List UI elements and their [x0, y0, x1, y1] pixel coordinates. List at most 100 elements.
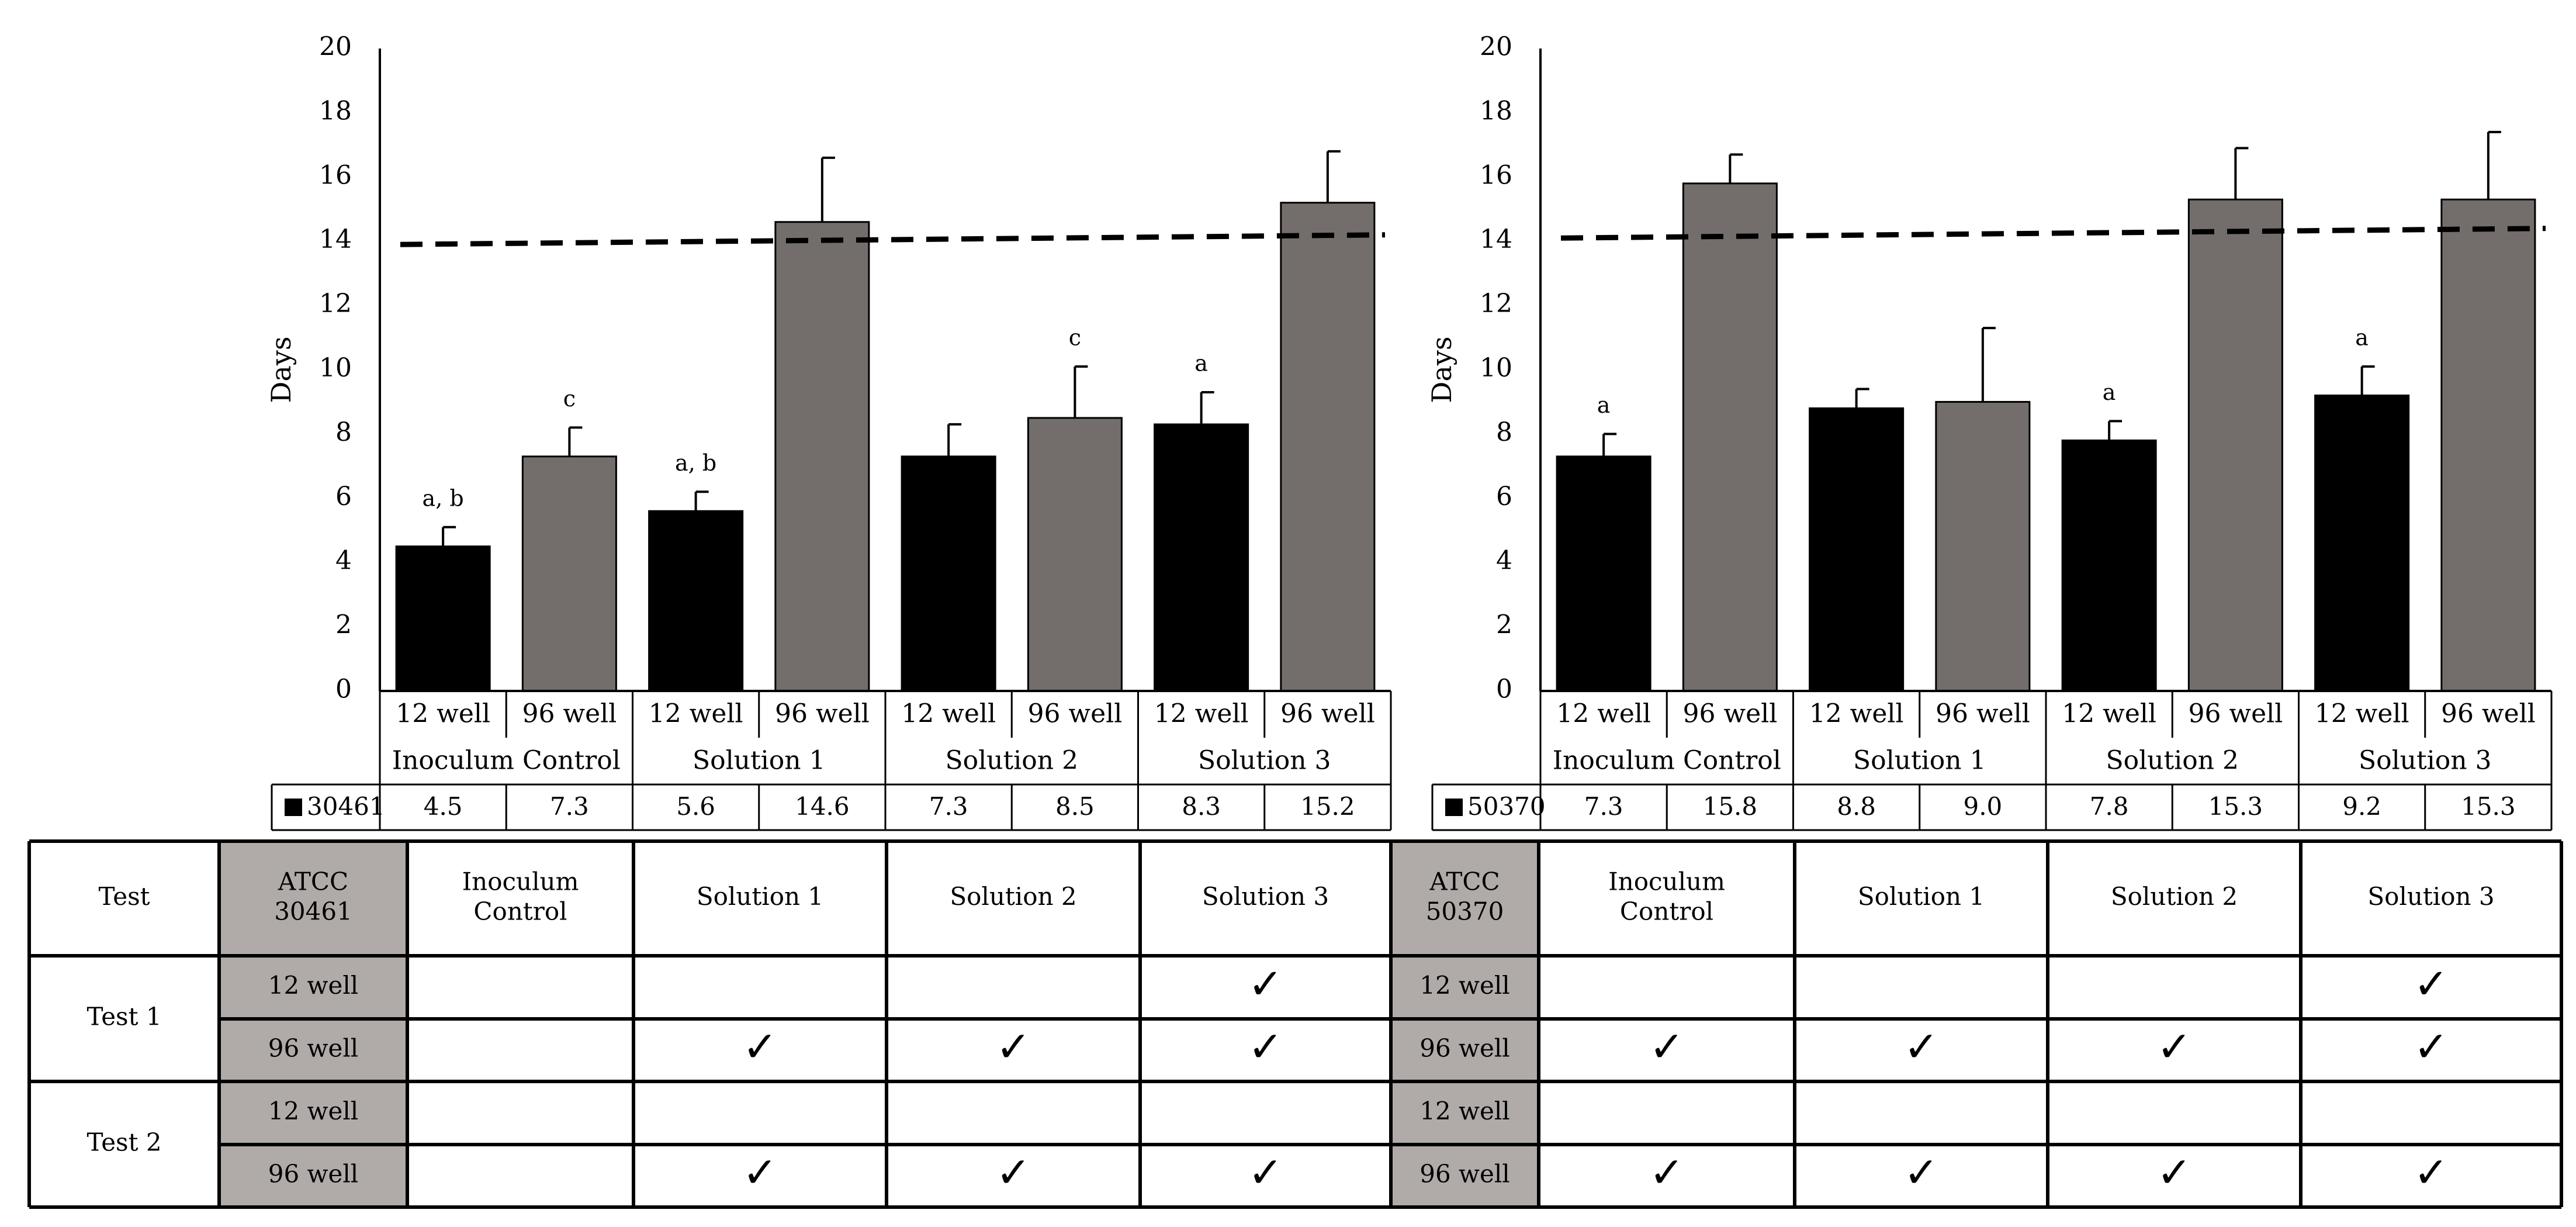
strain-header-line: ATCC: [278, 867, 348, 896]
condition-header: Solution 2: [2111, 882, 2238, 911]
data-value-label: 15.2: [1300, 792, 1355, 821]
checkmark-icon: ✓: [742, 1148, 777, 1197]
data-value-label: 9.0: [1963, 792, 2002, 821]
category-label: 96 well: [1682, 699, 1777, 729]
condition-header: Solution 2: [950, 882, 1076, 911]
group-label: Solution 3: [1198, 746, 1331, 776]
group-label: Inoculum Control: [392, 746, 621, 776]
data-value-label: 8.8: [1837, 792, 1876, 821]
well-format-label: 96 well: [268, 1034, 358, 1063]
category-label: 12 well: [2062, 699, 2156, 729]
test-header-label: Test: [98, 882, 150, 911]
y-tick-label: 20: [1480, 32, 1512, 62]
y-tick-label: 10: [1480, 353, 1512, 383]
category-label: 12 well: [649, 699, 743, 729]
well-format-label: 96 well: [1419, 1160, 1509, 1188]
condition-header: Solution 3: [1202, 882, 1329, 911]
strain-header-line: 50370: [1426, 897, 1504, 926]
y-tick-label: 8: [335, 417, 352, 447]
strain-column-fill: [219, 841, 407, 1207]
data-table: 12 well 96 well 12 well 96 well 12 well 96 we…: [271, 690, 1392, 831]
checkmark-icon: ✓: [1248, 1148, 1283, 1197]
significance-label: c: [1069, 325, 1081, 351]
bar: [1154, 423, 1249, 692]
legend-swatch: [1445, 799, 1463, 816]
y-tick-label: 2: [335, 610, 352, 640]
y-tick-label: 16: [1480, 160, 1512, 190]
checkmark-icon: ✓: [2156, 1148, 2191, 1197]
y-tick-label: 0: [335, 675, 352, 704]
checkmark-icon: ✓: [742, 1022, 777, 1072]
legend-series-name: 50370: [1467, 792, 1546, 821]
checkmark-icon: ✓: [1248, 959, 1283, 1008]
bar: [1935, 400, 2031, 692]
significance-label: a, b: [675, 450, 716, 476]
checkmark-icon: ✓: [2156, 1022, 2191, 1072]
group-label: Solution 3: [2359, 746, 2492, 776]
category-label: 12 well: [1809, 699, 1904, 729]
category-label: 96 well: [2188, 699, 2283, 729]
bar: [2440, 198, 2536, 692]
data-value-label: 15.8: [1703, 792, 1758, 821]
data-value-label: 8.5: [1055, 792, 1095, 821]
data-value-label: 7.3: [550, 792, 589, 821]
checkmark-icon: ✓: [2414, 1148, 2449, 1197]
category-label: 12 well: [1556, 699, 1651, 729]
bar: [2061, 439, 2157, 692]
checkmark-icon: ✓: [1903, 1148, 1938, 1197]
y-axis-label: Days: [265, 337, 297, 403]
bar: [395, 545, 491, 692]
data-table: 12 well 96 well 12 well 96 well 12 well 96 we…: [1431, 690, 2553, 831]
well-format-label: 12 well: [1419, 1097, 1509, 1125]
y-tick-label: 6: [335, 482, 352, 511]
group-label: Inoculum Control: [1553, 746, 1781, 776]
data-value-label: 8.3: [1182, 792, 1221, 821]
y-tick-label: 10: [319, 353, 352, 383]
condition-header: Solution 1: [697, 882, 823, 911]
category-label: 12 well: [901, 699, 996, 729]
category-label: 96 well: [1280, 699, 1375, 729]
bar: [1027, 417, 1123, 692]
y-axis-label: Days: [1426, 337, 1457, 403]
checkmark-icon: ✓: [996, 1148, 1031, 1197]
well-format-label: 12 well: [268, 1097, 358, 1125]
well-format-label: 96 well: [1419, 1034, 1509, 1063]
category-label: 96 well: [1027, 699, 1122, 729]
bar: [901, 455, 996, 692]
checkmark-icon: ✓: [1649, 1022, 1684, 1072]
group-label: Solution 2: [2106, 746, 2239, 776]
y-tick-label: 18: [319, 96, 352, 126]
y-tick-label: 2: [1496, 610, 1512, 640]
y-tick-label: 12: [1480, 289, 1512, 319]
y-tick-label: 20: [319, 32, 352, 62]
checkmark-icon: ✓: [996, 1022, 1031, 1072]
well-format-label: 96 well: [268, 1160, 358, 1188]
data-value-label: 4.5: [424, 792, 463, 821]
well-format-label: 12 well: [268, 971, 358, 1000]
strain-column-fill: [1391, 841, 1539, 1207]
checkmark-icon: ✓: [1649, 1148, 1684, 1197]
significance-label: a: [2103, 379, 2116, 405]
category-label: 12 well: [1154, 699, 1249, 729]
legend-series-name: 30461: [307, 792, 385, 821]
checkmark-icon: ✓: [2414, 959, 2449, 1008]
checkmark-icon: ✓: [1903, 1022, 1938, 1072]
data-value-label: 7.8: [2090, 792, 2129, 821]
bar: [1556, 455, 1651, 692]
data-value-label: 5.6: [676, 792, 715, 821]
data-value-label: 15.3: [2208, 792, 2263, 821]
legend-swatch: [285, 799, 302, 816]
condition-header-line: Solution 1: [1858, 882, 1985, 911]
condition-header: Solution 3: [2367, 882, 2494, 911]
bar: [1809, 407, 1905, 692]
condition-header-line: Solution 2: [2111, 882, 2238, 911]
condition-header-line: Control: [473, 897, 567, 926]
data-value-label: 9.2: [2342, 792, 2381, 821]
y-tick-label: 14: [319, 224, 352, 254]
bar: [648, 510, 744, 692]
bar: [2187, 198, 2283, 692]
strain-header-line: 30461: [274, 897, 352, 926]
